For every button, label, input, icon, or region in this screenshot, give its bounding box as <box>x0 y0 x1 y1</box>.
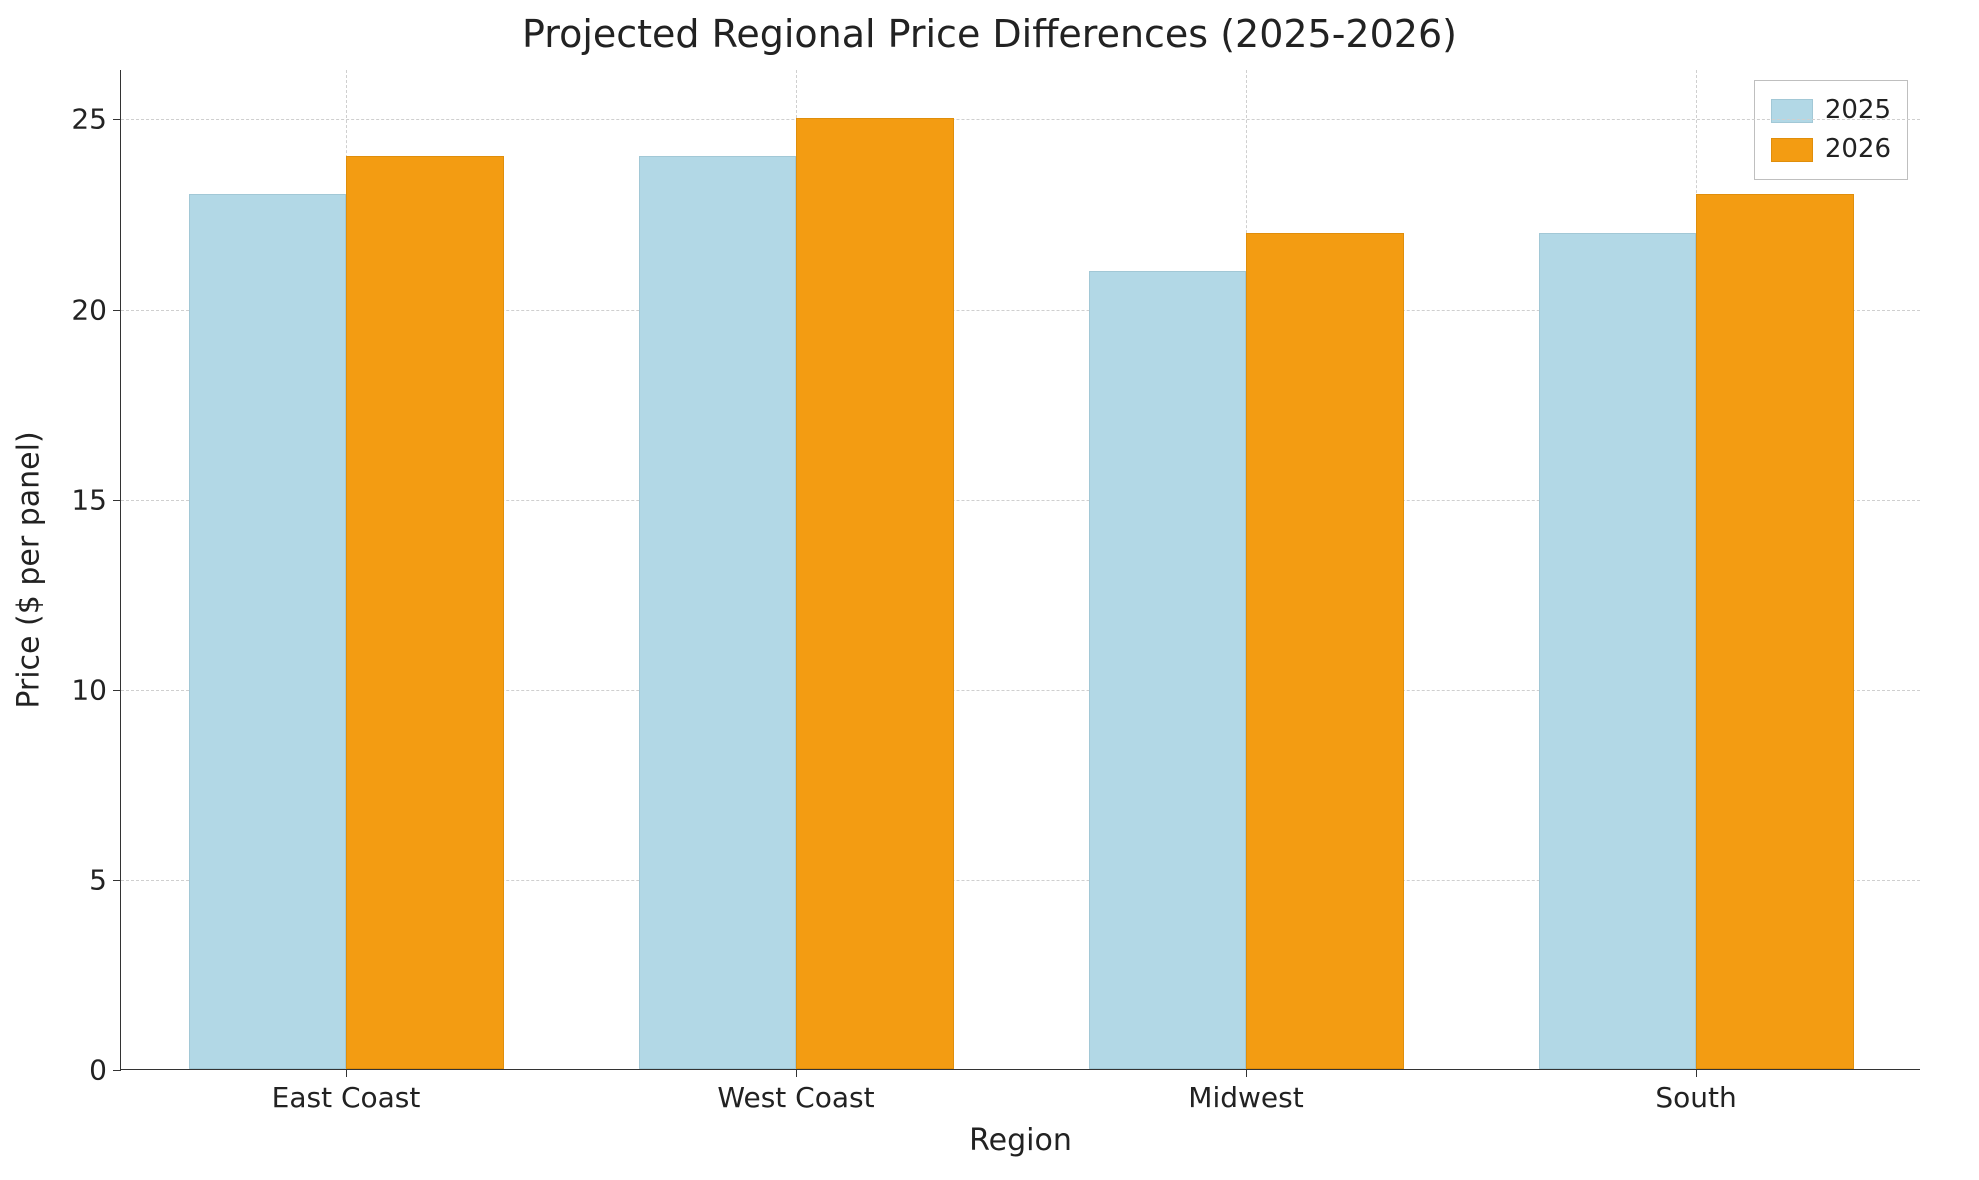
bar <box>796 118 954 1069</box>
bar <box>1089 271 1247 1069</box>
bar <box>346 156 504 1069</box>
y-tick-mark <box>113 690 121 691</box>
legend-item: 2025 <box>1771 91 1891 130</box>
y-tick-mark <box>113 1070 121 1071</box>
y-axis-label: Price ($ per panel) <box>12 431 47 708</box>
gridline-h <box>121 119 1920 120</box>
x-tick-mark <box>796 1069 797 1077</box>
legend-item: 2026 <box>1771 130 1891 169</box>
legend: 20252026 <box>1754 80 1908 180</box>
bar <box>639 156 797 1069</box>
x-axis-label: Region <box>969 1123 1072 1158</box>
legend-label: 2025 <box>1825 91 1891 130</box>
y-tick-mark <box>113 310 121 311</box>
bar <box>1696 194 1854 1069</box>
chart-title: Projected Regional Price Differences (20… <box>0 12 1979 56</box>
legend-label: 2026 <box>1825 130 1891 169</box>
y-tick-mark <box>113 500 121 501</box>
plot-area: Price ($ per panel) Region 20252026 0510… <box>120 70 1920 1070</box>
bar <box>1539 233 1697 1070</box>
x-tick-mark <box>346 1069 347 1077</box>
legend-swatch <box>1771 138 1813 162</box>
bar <box>1246 233 1404 1070</box>
bar <box>189 194 347 1069</box>
x-tick-mark <box>1696 1069 1697 1077</box>
y-tick-mark <box>113 880 121 881</box>
x-tick-mark <box>1246 1069 1247 1077</box>
chart-container: Projected Regional Price Differences (20… <box>0 0 1979 1180</box>
y-tick-mark <box>113 119 121 120</box>
